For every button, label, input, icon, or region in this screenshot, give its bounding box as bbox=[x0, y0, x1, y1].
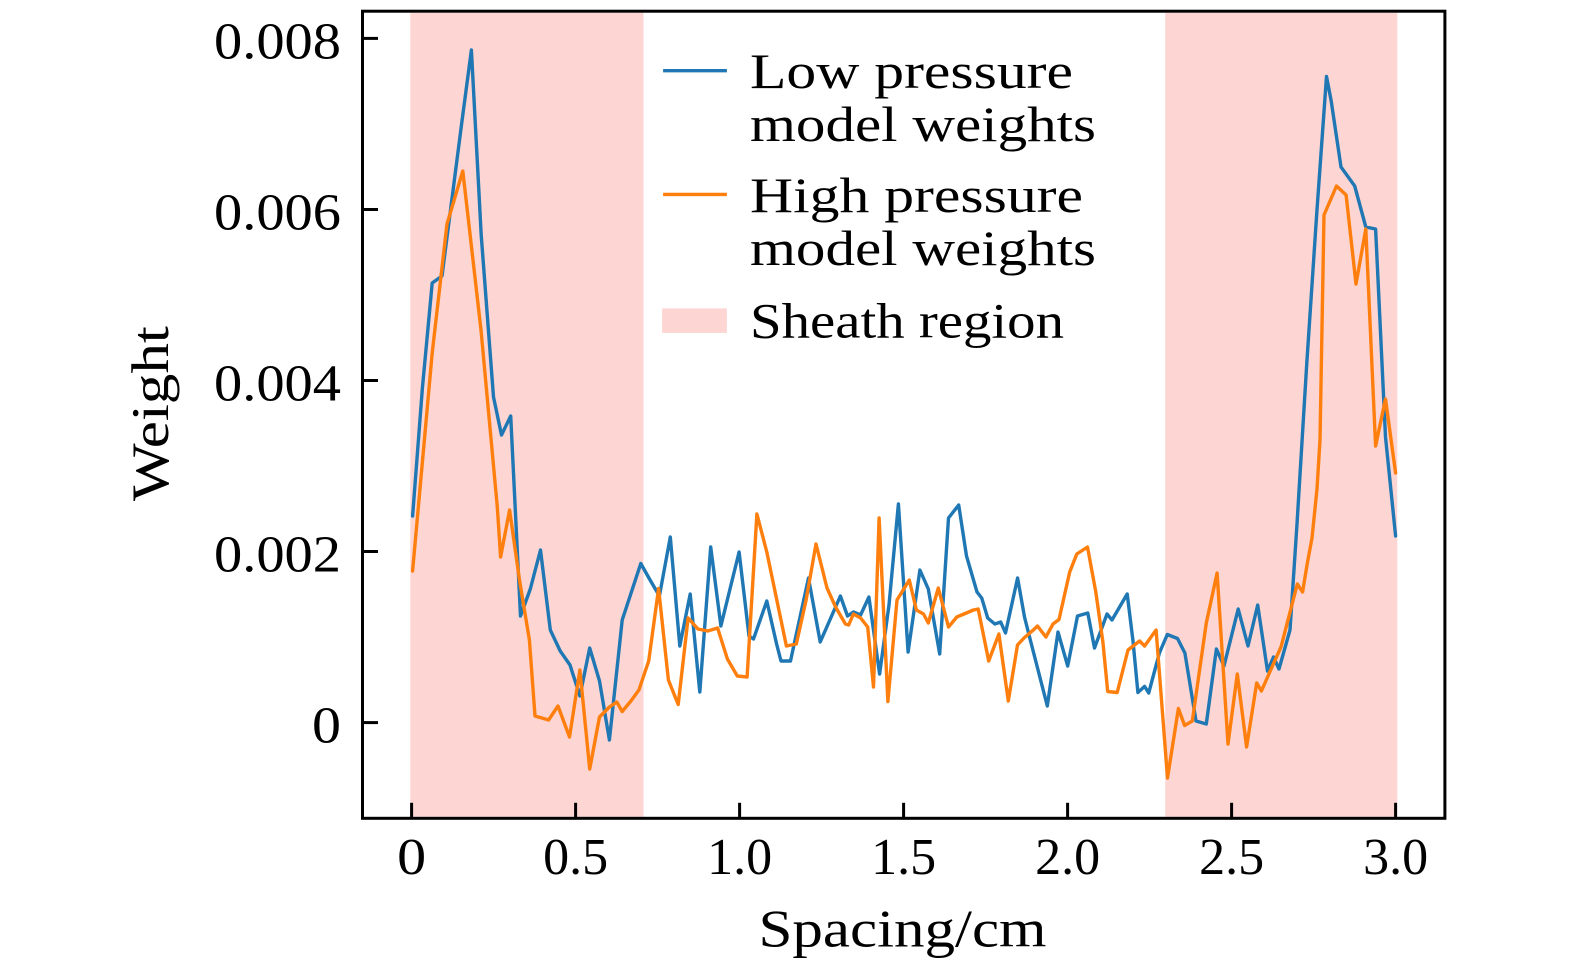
svg-text:0.004: 0.004 bbox=[214, 356, 341, 413]
svg-text:High pressure: High pressure bbox=[750, 167, 1083, 223]
svg-text:model weights: model weights bbox=[750, 220, 1096, 276]
svg-text:model weights: model weights bbox=[750, 96, 1096, 152]
svg-text:2.5: 2.5 bbox=[1199, 829, 1264, 886]
svg-text:Weight: Weight bbox=[122, 326, 180, 501]
svg-text:0.008: 0.008 bbox=[214, 13, 341, 70]
svg-text:0: 0 bbox=[397, 829, 426, 886]
svg-text:Spacing/cm: Spacing/cm bbox=[759, 901, 1047, 959]
svg-text:1.5: 1.5 bbox=[871, 829, 936, 886]
svg-text:Low pressure: Low pressure bbox=[750, 43, 1073, 99]
svg-text:3.0: 3.0 bbox=[1363, 829, 1428, 886]
svg-text:0.006: 0.006 bbox=[214, 185, 341, 242]
svg-text:0.002: 0.002 bbox=[214, 527, 341, 584]
svg-text:2.0: 2.0 bbox=[1035, 829, 1100, 886]
svg-text:1.0: 1.0 bbox=[707, 829, 772, 886]
svg-text:0: 0 bbox=[312, 698, 341, 755]
svg-text:0.5: 0.5 bbox=[543, 829, 608, 886]
svg-text:Sheath region: Sheath region bbox=[750, 293, 1064, 349]
